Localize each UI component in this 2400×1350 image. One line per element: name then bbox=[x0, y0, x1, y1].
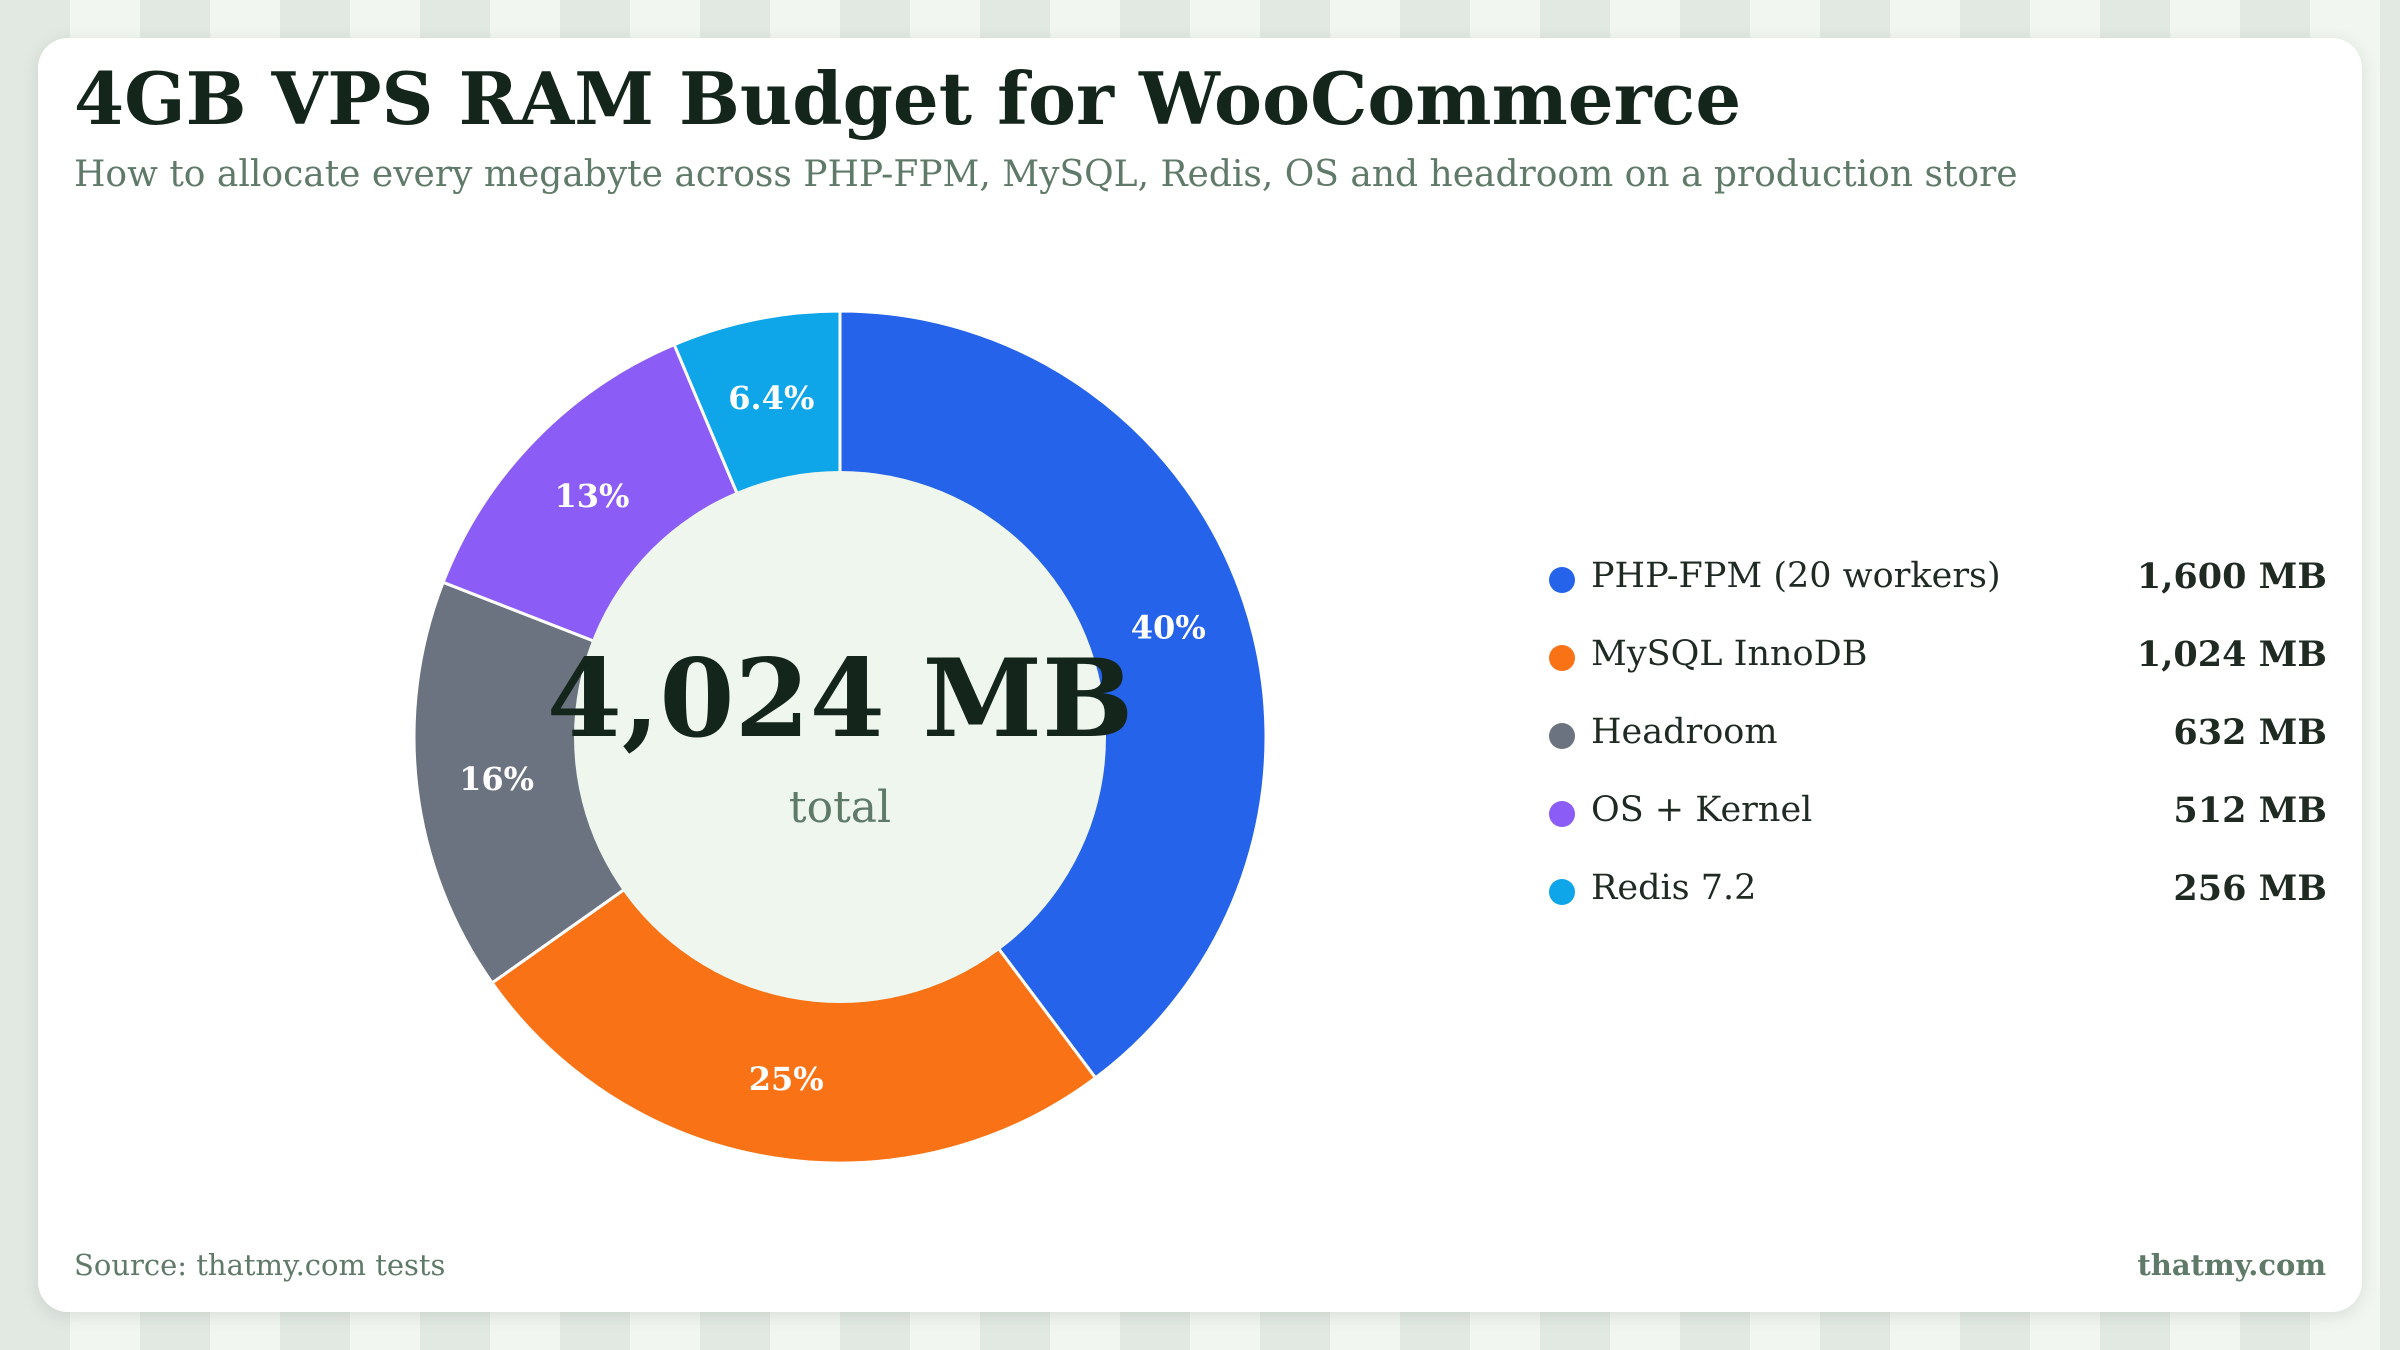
legend-label: Headroom bbox=[1591, 712, 1778, 752]
chart-subtitle: How to allocate every megabyte across PH… bbox=[74, 154, 2018, 195]
legend-swatch bbox=[1549, 645, 1575, 671]
legend-item: MySQL InnoDB 1,024 MB bbox=[1545, 628, 2327, 706]
chart-title: 4GB VPS RAM Budget for WooCommerce bbox=[74, 56, 1742, 141]
slice-percent-label: 16% bbox=[459, 760, 534, 798]
legend-value: 256 MB bbox=[2173, 868, 2327, 909]
slice-percent-label: 13% bbox=[554, 477, 629, 515]
legend-swatch bbox=[1549, 567, 1575, 593]
legend-value: 1,600 MB bbox=[2136, 556, 2327, 597]
legend-item: Redis 7.2 256 MB bbox=[1545, 862, 2327, 940]
slice-percent-label: 25% bbox=[749, 1060, 824, 1098]
source-note: Source: thatmy.com tests bbox=[74, 1248, 446, 1282]
legend-item: OS + Kernel 512 MB bbox=[1545, 784, 2327, 862]
legend-item: Headroom 632 MB bbox=[1545, 706, 2327, 784]
slice-labels: 40% 25% 16% 13% 6.4% bbox=[459, 379, 1206, 1098]
center-total-label: total bbox=[789, 782, 891, 833]
center-total-value: 4,024 MB bbox=[547, 636, 1134, 762]
legend-swatch bbox=[1549, 723, 1575, 749]
legend-swatch bbox=[1549, 879, 1575, 905]
legend: PHP-FPM (20 workers) 1,600 MB MySQL InnoDB… bbox=[1545, 550, 2327, 940]
donut-hole bbox=[574, 471, 1106, 1003]
legend-value: 512 MB bbox=[2173, 790, 2327, 831]
legend-value: 632 MB bbox=[2173, 712, 2327, 753]
brand-link[interactable]: thatmy.com bbox=[2137, 1248, 2326, 1282]
legend-label: MySQL InnoDB bbox=[1591, 634, 1868, 674]
legend-label: OS + Kernel bbox=[1591, 790, 1813, 830]
slice-percent-label: 40% bbox=[1131, 609, 1206, 647]
legend-item: PHP-FPM (20 workers) 1,600 MB bbox=[1545, 550, 2327, 628]
legend-label: PHP-FPM (20 workers) bbox=[1591, 556, 2001, 596]
slice-percent-label: 6.4% bbox=[728, 379, 814, 417]
legend-swatch bbox=[1549, 801, 1575, 827]
legend-value: 1,024 MB bbox=[2136, 634, 2327, 675]
legend-label: Redis 7.2 bbox=[1591, 868, 1757, 908]
